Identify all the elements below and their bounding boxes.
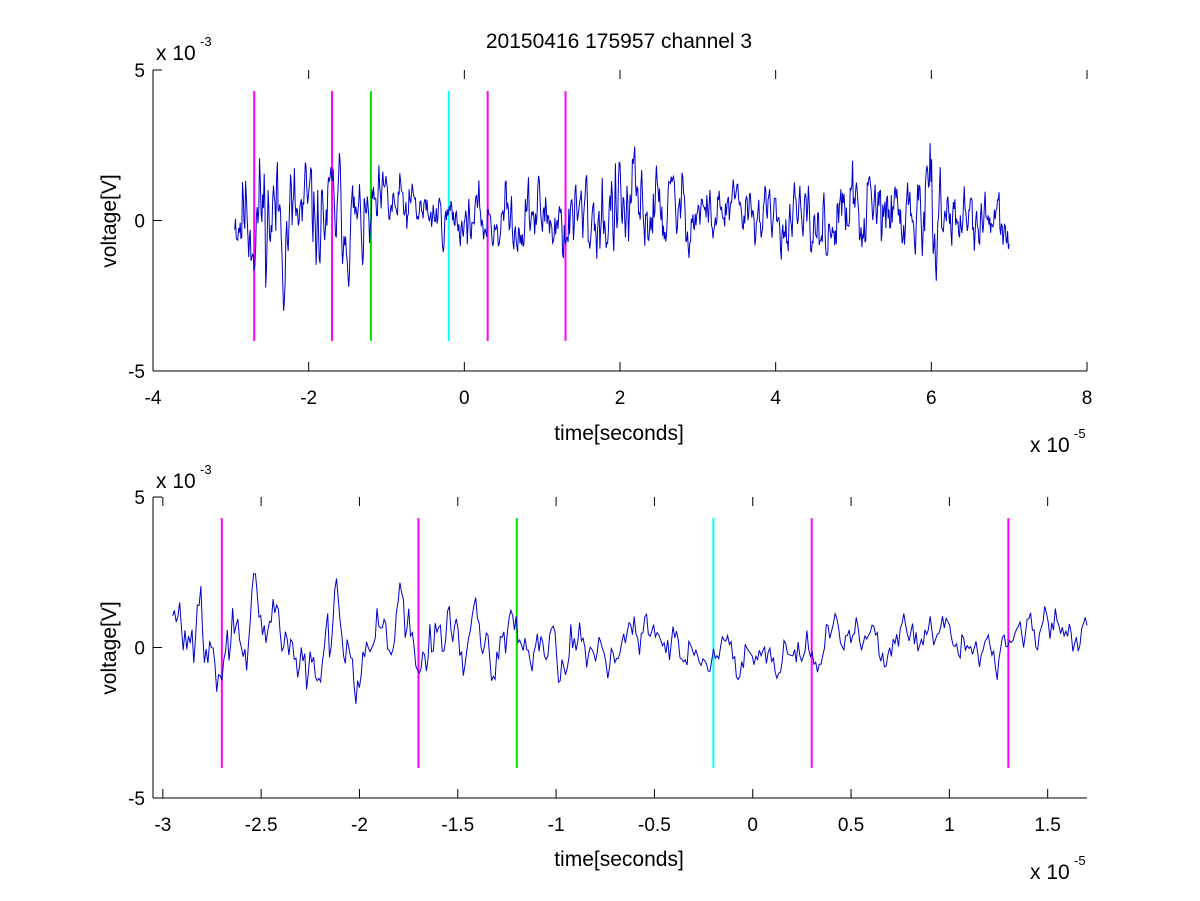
top-x-tick-label: -2	[300, 388, 317, 409]
bottom-ticks: -3 -2.5 -2 -1.5 -1 -0.5 0 0.5 1 1.5 -5 0 5	[128, 488, 1061, 836]
top-x-exponent-base: x 10	[1030, 434, 1070, 457]
bottom-y-exponent-base: x 10	[156, 470, 196, 493]
bottom-x-tick-label: -3	[154, 815, 171, 836]
top-x-exponent: x 10 -5	[1030, 426, 1086, 457]
figure-title: 20150416 175957 channel 3	[486, 30, 752, 53]
top-y-tick-label: 0	[134, 212, 145, 233]
bottom-x-tick-label: 0.5	[838, 815, 864, 836]
top-signal-line	[234, 143, 1010, 311]
top-x-tick-label: 0	[459, 388, 470, 409]
bottom-x-tick-label: 1.5	[1034, 815, 1060, 836]
bottom-x-tick-label: -1.5	[441, 815, 474, 836]
top-y-exponent: x 10 -3	[156, 34, 212, 65]
top-y-tick-label: 5	[134, 61, 145, 82]
top-x-tick-label: 2	[615, 388, 626, 409]
bottom-y-tick-label: 0	[134, 639, 145, 660]
bottom-x-exponent-power: -5	[1074, 853, 1086, 868]
bottom-signal-line	[172, 572, 1088, 704]
bottom-x-axis-label: time[seconds]	[554, 848, 684, 871]
bottom-x-tick-label: 0	[747, 815, 758, 836]
bottom-y-axis-label: voltage[V]	[98, 601, 121, 694]
top-y-exponent-power: -3	[200, 34, 212, 49]
top-y-axis-label: voltage[V]	[98, 174, 121, 267]
bottom-subplot: -3 -2.5 -2 -1.5 -1 -0.5 0 0.5 1 1.5 -5 0 5 time[seco…	[98, 462, 1088, 884]
top-x-axis-label: time[seconds]	[554, 422, 684, 445]
top-x-exponent-power: -5	[1074, 426, 1086, 441]
bottom-event-markers	[220, 518, 1010, 768]
bottom-x-tick-label: -0.5	[638, 815, 671, 836]
bottom-signal-series	[172, 572, 1088, 704]
bottom-x-tick-label: 1	[944, 815, 955, 836]
bottom-y-tick-label: -5	[128, 789, 145, 810]
bottom-x-exponent-base: x 10	[1030, 861, 1070, 884]
bottom-x-tick-label: -2.5	[245, 815, 278, 836]
bottom-y-tick-label: 5	[134, 488, 145, 509]
bottom-y-exponent: x 10 -3	[156, 462, 212, 493]
top-signal-series	[234, 143, 1010, 311]
bottom-x-tick-label: -1	[548, 815, 565, 836]
top-x-tick-label: -4	[145, 388, 162, 409]
top-x-tick-label: 8	[1082, 388, 1093, 409]
top-ticks: -4 -2 0 2 4 6 8 -5 0 5	[128, 61, 1092, 409]
top-x-tick-label: 6	[926, 388, 937, 409]
top-x-tick-label: 4	[770, 388, 781, 409]
top-y-exponent-base: x 10	[156, 42, 196, 65]
bottom-y-exponent-power: -3	[200, 462, 212, 477]
bottom-x-tick-label: -2	[351, 815, 368, 836]
bottom-x-exponent: x 10 -5	[1030, 853, 1086, 884]
top-subplot: -4 -2 0 2 4 6 8 -5 0 5 time[seconds] voltage[V] x…	[98, 34, 1092, 457]
top-y-tick-label: -5	[128, 362, 145, 383]
